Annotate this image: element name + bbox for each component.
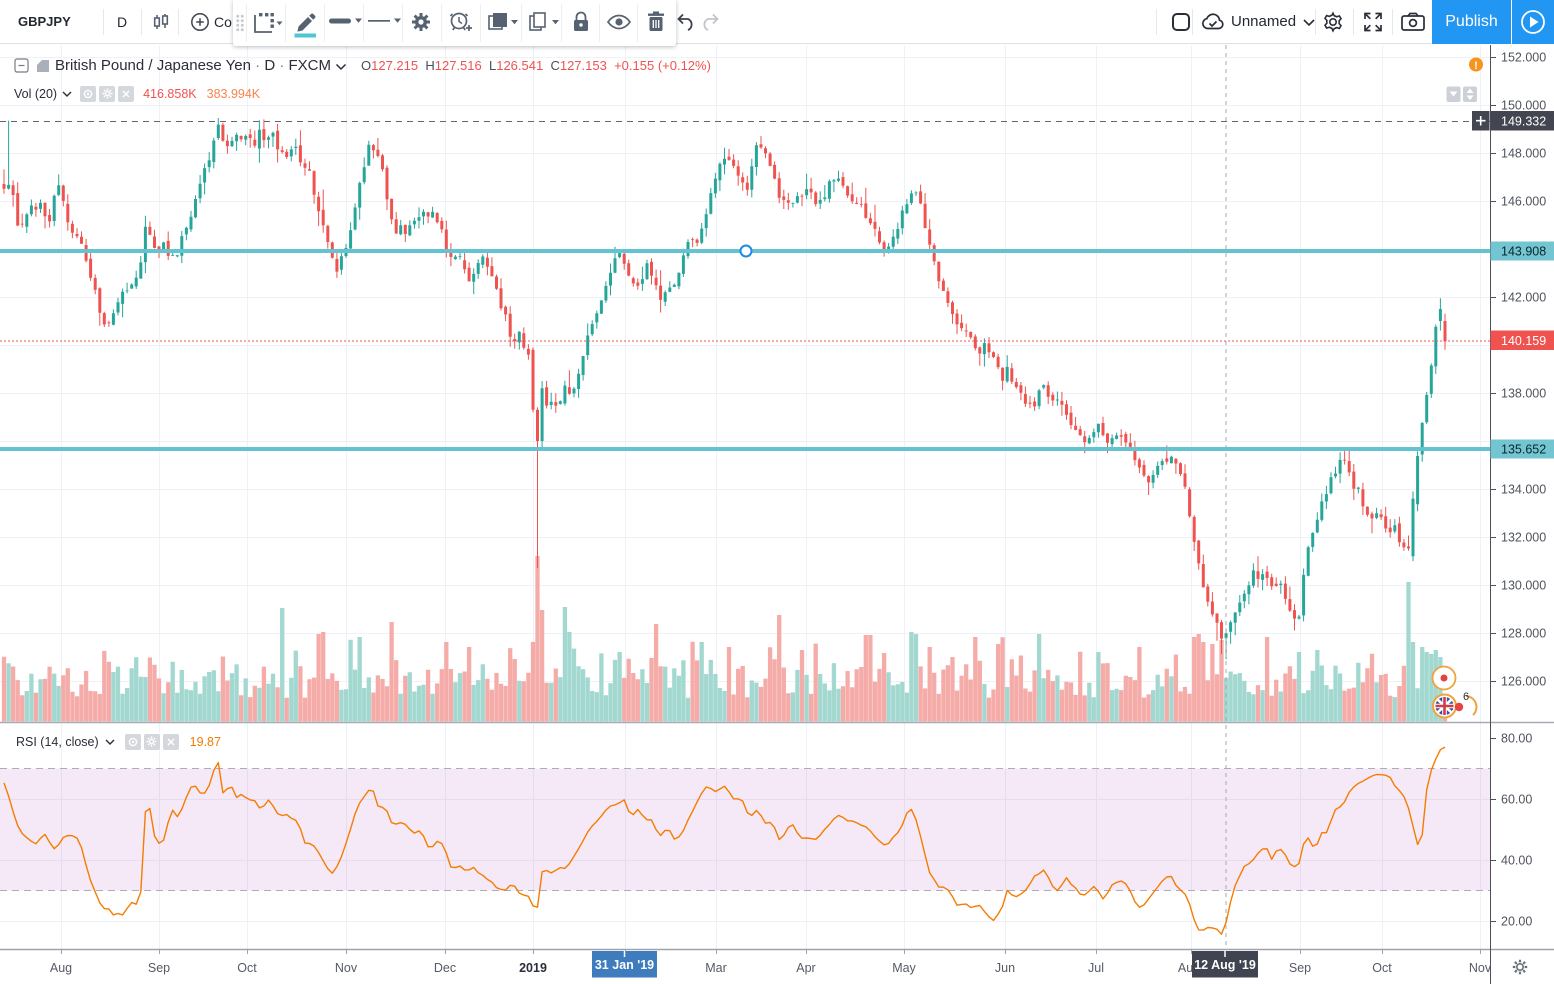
svg-text:146.000: 146.000	[1501, 195, 1546, 209]
svg-text:135.652: 135.652	[1501, 443, 1546, 457]
svg-text:152.000: 152.000	[1501, 51, 1546, 65]
svg-text:60.00: 60.00	[1501, 793, 1532, 807]
svg-text:Jun: Jun	[995, 961, 1015, 975]
svg-text:Sep: Sep	[1289, 961, 1311, 975]
svg-text:130.000: 130.000	[1501, 579, 1546, 593]
svg-text:6: 6	[1463, 691, 1469, 703]
svg-text:132.000: 132.000	[1501, 531, 1546, 545]
svg-text:2019: 2019	[519, 961, 547, 975]
svg-text:Oct: Oct	[237, 961, 257, 975]
svg-text:Apr: Apr	[796, 961, 815, 975]
svg-text:31 Jan '19: 31 Jan '19	[595, 958, 654, 972]
svg-text:128.000: 128.000	[1501, 627, 1546, 641]
svg-text:20.00: 20.00	[1501, 915, 1532, 929]
svg-text:80.00: 80.00	[1501, 732, 1532, 746]
svg-text:126.000: 126.000	[1501, 675, 1546, 689]
svg-text:142.000: 142.000	[1501, 291, 1546, 305]
svg-text:148.000: 148.000	[1501, 147, 1546, 161]
svg-text:40.00: 40.00	[1501, 854, 1532, 868]
svg-text:12 Aug '19: 12 Aug '19	[1194, 958, 1256, 972]
svg-text:Jul: Jul	[1088, 961, 1104, 975]
svg-text:Aug: Aug	[50, 961, 72, 975]
svg-text:149.332: 149.332	[1501, 115, 1546, 129]
svg-text:Dec: Dec	[434, 961, 456, 975]
svg-text:Nov: Nov	[1469, 961, 1492, 975]
svg-text:140.159: 140.159	[1501, 334, 1546, 348]
svg-text:Nov: Nov	[335, 961, 358, 975]
svg-text:134.000: 134.000	[1501, 483, 1546, 497]
svg-text:May: May	[892, 961, 916, 975]
svg-text:Oct: Oct	[1372, 961, 1392, 975]
svg-text:!: !	[1474, 60, 1478, 72]
svg-text:Mar: Mar	[705, 961, 727, 975]
svg-text:143.908: 143.908	[1501, 245, 1546, 259]
svg-text:138.000: 138.000	[1501, 387, 1546, 401]
svg-text:150.000: 150.000	[1501, 99, 1546, 113]
svg-text:Sep: Sep	[148, 961, 170, 975]
